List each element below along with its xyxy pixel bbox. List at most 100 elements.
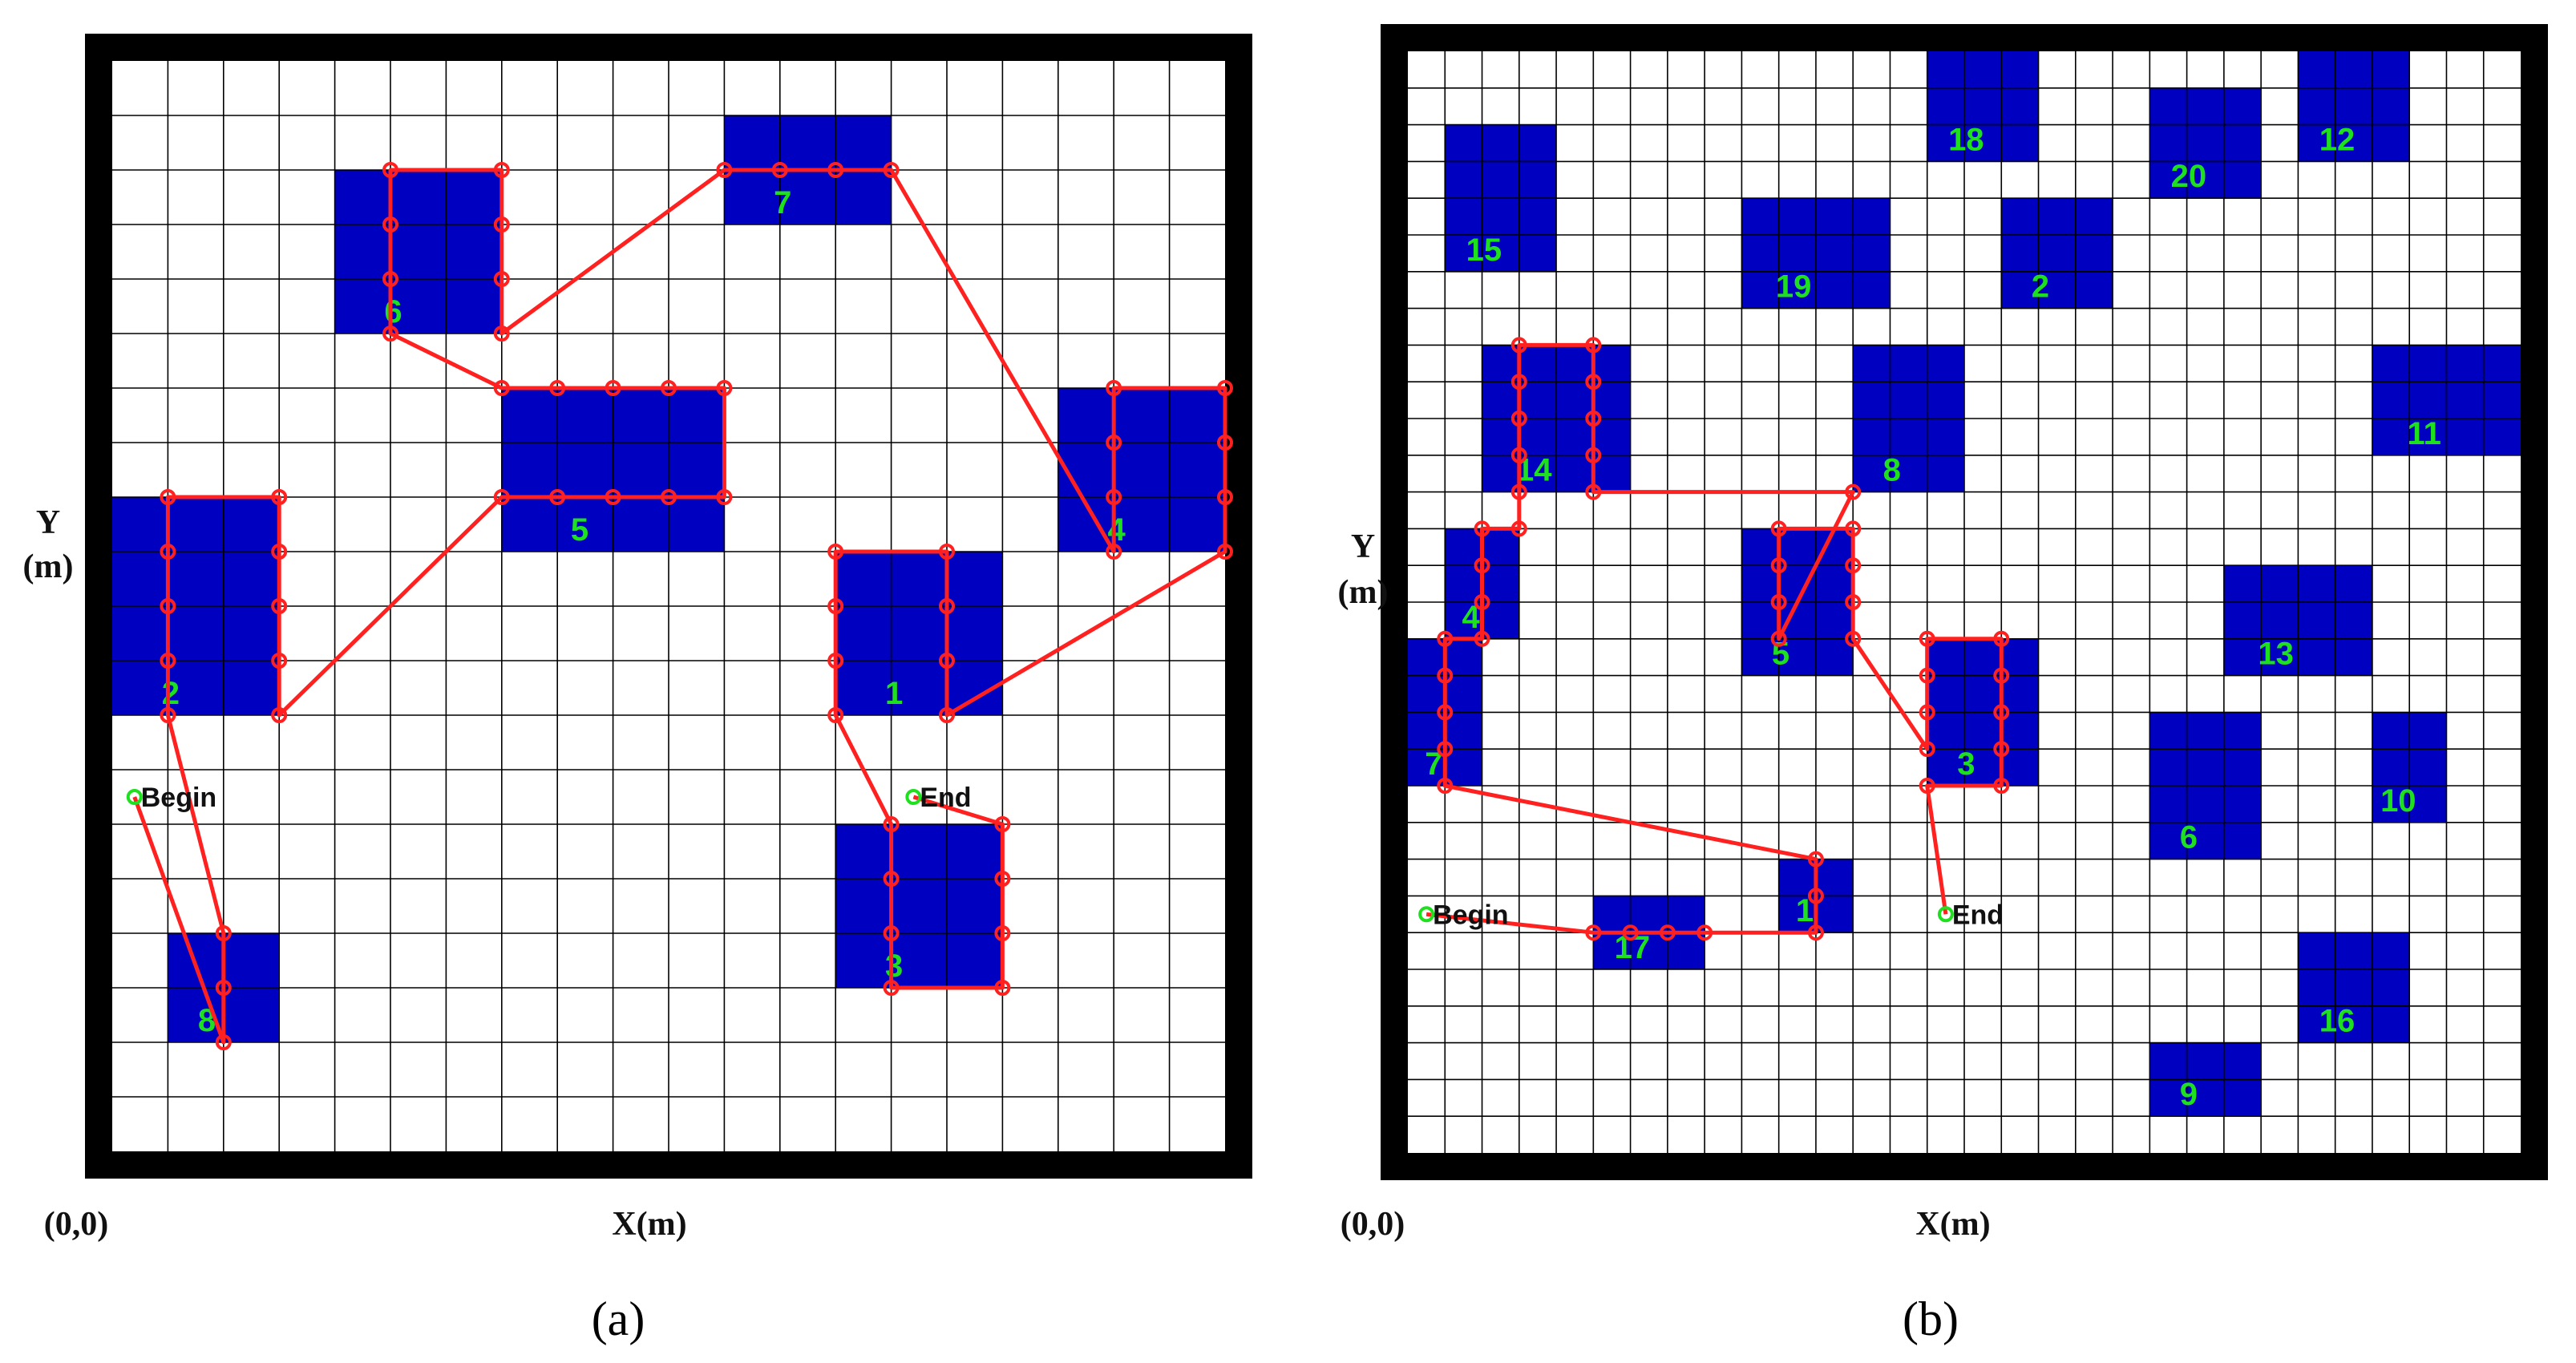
waypoint [493,271,510,287]
waypoint [493,489,510,505]
obstacle-label: 15 [1466,233,1502,268]
begin-marker [1418,906,1435,923]
waypoints [1437,337,2010,941]
waypoint [382,162,398,178]
obstacle-label: 4 [1462,600,1481,635]
planned-path [132,168,1227,1045]
waypoint [1217,489,1233,505]
waypoint [382,326,398,342]
waypoint [1437,667,1454,684]
waypoint [160,707,176,723]
obstacle-2 [2001,198,2113,309]
waypoints [160,162,1233,1050]
begin-label: Begin [1433,900,1508,930]
panel-caption: (a) [592,1292,645,1345]
obstacle-label: 19 [1776,269,1812,305]
waypoint [1437,741,1454,758]
waypoint [661,489,677,505]
obstacle-label: 14 [1516,453,1552,488]
obstacle-label: 8 [1883,453,1901,488]
obstacle-20 [2149,87,2262,199]
waypoint [1770,594,1787,610]
waypoint [1510,520,1527,537]
obstacle-label: 7 [774,185,791,220]
obstacle-label: 1 [1796,893,1814,928]
waypoint [939,707,955,723]
begin-marker [126,789,143,805]
waypoint [1437,704,1454,721]
x-axis-label: X(m) [1915,1206,1990,1243]
waypoint [1474,594,1490,610]
obstacle-label: 20 [2171,159,2207,194]
waypoint [1993,630,2010,647]
waypoint [1437,778,1454,794]
waypoint [827,653,844,669]
waypoint [1585,447,1602,463]
obstacle-label: 5 [571,512,588,548]
waypoint [827,162,844,178]
waypoint [605,380,621,396]
obstacle-4 [1057,388,1225,552]
waypoint [1845,520,1862,537]
waypoint [994,925,1011,941]
y-axis-label-line2: (m) [1338,574,1389,611]
waypoint [883,816,900,832]
waypoint [883,925,900,941]
obstacle-label: 18 [1948,122,1984,157]
waypoint [1622,924,1639,941]
waypoint [827,598,844,614]
obstacle-6 [334,170,502,334]
waypoint [939,653,955,669]
waypoint [1807,924,1824,941]
waypoint [549,380,566,396]
waypoint [1845,483,1862,500]
obstacle-3 [835,824,1003,988]
waypoint [271,489,288,505]
y-axis-label-line2: (m) [23,548,74,585]
waypoint [939,544,955,560]
waypoint [1919,741,1935,758]
obstacle-label: 9 [2180,1077,2198,1112]
waypoint [883,162,900,178]
obstacle-label: 3 [1957,746,1975,782]
waypoint [1807,851,1824,868]
waypoint [883,871,900,887]
obstacle-label: 1 [885,676,903,711]
obstacle-18 [1927,51,2039,162]
obstacle-label: 2 [2032,269,2049,305]
waypoint [1510,411,1527,427]
waypoint [549,489,566,505]
waypoint [382,216,398,233]
waypoint [1510,447,1527,463]
waypoint [716,162,733,178]
waypoint [271,707,288,723]
waypoint [1510,483,1527,500]
obstacle-label: 13 [2258,637,2294,672]
begin-label: Begin [141,783,216,813]
waypoint [771,162,788,178]
waypoint [1770,557,1787,574]
end-marker [1937,906,1954,923]
waypoint [1217,544,1233,560]
waypoint [1919,704,1935,721]
waypoint [271,544,288,560]
end-marker [905,789,922,805]
obstacle-label: 3 [885,948,903,984]
waypoint [1807,888,1824,904]
waypoint [1919,630,1935,647]
waypoint [1474,520,1490,537]
waypoint [1919,667,1935,684]
waypoint [1659,924,1676,941]
waypoint [493,216,510,233]
y-axis-label-line1: Y [36,504,60,541]
obstacle-1 [835,552,1003,715]
waypoint [1106,544,1122,560]
waypoint [1106,380,1122,396]
waypoint [994,871,1011,887]
obstacle-label: 12 [2319,122,2356,157]
waypoint [160,598,176,614]
waypoint [716,380,733,396]
waypoint [1510,374,1527,390]
